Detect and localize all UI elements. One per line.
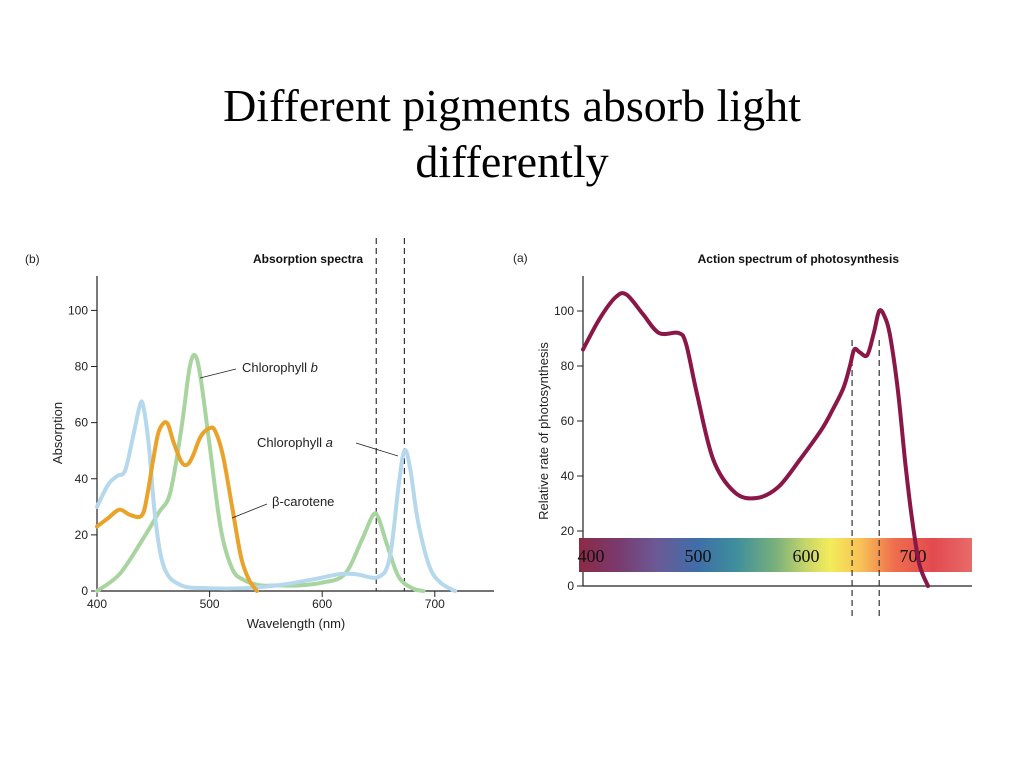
absorption-y-tick-label: 80 <box>75 360 89 374</box>
action-y-tick-label: 80 <box>561 359 575 373</box>
absorption-x-tick-label: 700 <box>425 597 445 611</box>
slide-title-line2: differently <box>415 136 609 187</box>
action-series-group <box>581 291 930 588</box>
panel-b-letter: (b) <box>25 252 40 266</box>
visible-spectrum-band <box>579 538 972 572</box>
chlorophyll-b-leader <box>199 368 237 379</box>
action-spectrum-panel: (a) Action spectrum of photosynthesis 0 2… <box>513 251 972 616</box>
spectrum-band-label: 500 <box>685 546 712 566</box>
action-ticks: 0 20 40 60 80 100 <box>554 304 583 593</box>
action-y-tick-label: 20 <box>561 524 575 538</box>
action-y-tick-label: 100 <box>554 304 574 318</box>
absorption-y-tick-label: 60 <box>75 416 89 430</box>
chlorophyll-b-label: Chlorophyll b <box>242 360 318 375</box>
action-y-tick-label: 60 <box>561 414 575 428</box>
panel-a-letter: (a) <box>513 251 528 265</box>
absorption-chart-title: Absorption spectra <box>253 252 363 266</box>
absorption-y-tick-label: 0 <box>81 584 88 598</box>
action-chart-title: Action spectrum of photosynthesis <box>698 252 900 266</box>
action-y-tick-label: 0 <box>567 579 574 593</box>
spectrum-band-label: 700 <box>900 546 927 566</box>
absorption-reference-lines <box>375 238 405 591</box>
chlorophyll-a-leader <box>355 442 399 457</box>
absorption-y-tick-label: 20 <box>75 528 89 542</box>
slide-title-line1: Different pigments absorb light <box>223 80 801 131</box>
action-y-label: Relative rate of photosynthesis <box>536 342 551 520</box>
slide-title: Different pigments absorb light differen… <box>0 78 1024 190</box>
action-reference-lines <box>851 340 880 616</box>
action-y-tick-label: 40 <box>561 469 575 483</box>
absorption-x-tick-label: 600 <box>312 597 332 611</box>
absorption-y-tick-label: 100 <box>68 303 88 317</box>
absorption-y-label: Absorption <box>50 402 65 464</box>
absorption-series-group <box>95 353 458 593</box>
absorption-x-tick-label: 400 <box>87 597 107 611</box>
photosynthesis-rate-line <box>581 291 930 588</box>
chlorophyll-a-line <box>95 399 458 593</box>
absorption-x-tick-label: 500 <box>200 597 220 611</box>
chlorophyll-b-line <box>95 353 426 593</box>
absorption-spectra-panel: (b) Absorption spectra 0 20 40 60 80 100 400 50… <box>25 238 494 631</box>
chlorophyll-a-label: Chlorophyll a <box>257 435 333 450</box>
carotene-line <box>95 420 259 593</box>
beta-carotene-leader <box>231 503 268 519</box>
beta-carotene-label: β-carotene <box>272 494 334 509</box>
absorption-y-tick-label: 40 <box>75 472 89 486</box>
spectrum-band-label: 600 <box>793 546 820 566</box>
spectrum-band-label: 400 <box>578 546 605 566</box>
absorption-x-label: Wavelength (nm) <box>247 616 346 631</box>
spectrum-band-labels: 400 500 600 700 <box>578 546 927 566</box>
